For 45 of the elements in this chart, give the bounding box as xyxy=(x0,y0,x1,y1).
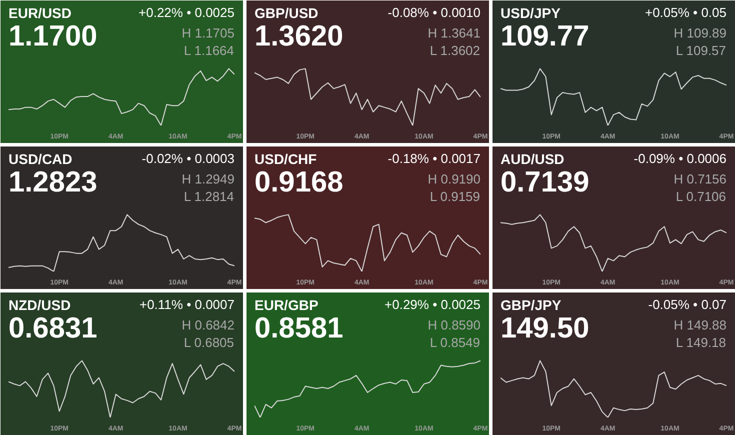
text: L 1.2814 xyxy=(184,189,234,204)
text: +0.22% • 0.0025 xyxy=(138,4,235,20)
text: -0.05% • 0.07 xyxy=(648,296,727,312)
chart-title: USD/JPY xyxy=(500,4,562,21)
chart-subtitle: 0.9168 xyxy=(254,166,344,198)
text: H 149.88 xyxy=(674,318,727,332)
chart-title: GBP/JPY xyxy=(500,296,562,313)
text: -0.09% • 0.0006 xyxy=(634,150,727,166)
text: -0.18% • 0.0017 xyxy=(388,150,481,166)
chart-subtitle: 109.77 xyxy=(500,20,590,52)
text: H 0.8590 xyxy=(428,318,481,332)
chart-title: USD/CAD xyxy=(8,150,72,167)
chart-title: EUR/GBP xyxy=(254,296,318,313)
text: L 0.8549 xyxy=(430,335,480,350)
text: H 0.7156 xyxy=(674,172,727,186)
chart-title: GBP/USD xyxy=(254,4,318,21)
chart-subtitle: 1.3620 xyxy=(254,20,344,52)
text: L 109.57 xyxy=(676,43,726,58)
text: -0.02% • 0.0003 xyxy=(142,150,235,166)
text: L 1.3602 xyxy=(430,43,480,58)
text: L 0.7106 xyxy=(676,189,726,204)
chart-title: USD/CHF xyxy=(254,150,318,167)
text: H 1.3641 xyxy=(428,26,481,40)
chart-subtitle: 1.2823 xyxy=(8,166,98,198)
chart-title: AUD/USD xyxy=(500,150,564,167)
chart-subtitle: 0.7139 xyxy=(500,166,590,198)
text: H 1.2949 xyxy=(182,172,235,186)
chart-title: EUR/USD xyxy=(8,4,72,21)
text: -0.08% • 0.0010 xyxy=(388,4,481,20)
chart-title: NZD/USD xyxy=(8,296,71,313)
text: +0.05% • 0.05 xyxy=(644,4,726,20)
chart-subtitle: 0.8581 xyxy=(254,312,344,344)
chart-subtitle: 149.50 xyxy=(500,312,590,344)
text: L 0.9159 xyxy=(430,189,480,204)
chart-subtitle: 0.6831 xyxy=(8,312,98,344)
text: H 109.89 xyxy=(674,26,727,40)
text: L 1.1664 xyxy=(184,43,234,58)
text: +0.11% • 0.0007 xyxy=(139,296,235,312)
text: H 0.6842 xyxy=(182,318,235,332)
text: L 149.18 xyxy=(676,335,726,350)
text: H 1.1705 xyxy=(182,26,235,40)
text: H 0.9190 xyxy=(428,172,481,186)
chart-subtitle: 1.1700 xyxy=(8,20,98,52)
text: +0.29% • 0.0025 xyxy=(384,296,481,312)
text: L 0.6805 xyxy=(184,335,234,350)
